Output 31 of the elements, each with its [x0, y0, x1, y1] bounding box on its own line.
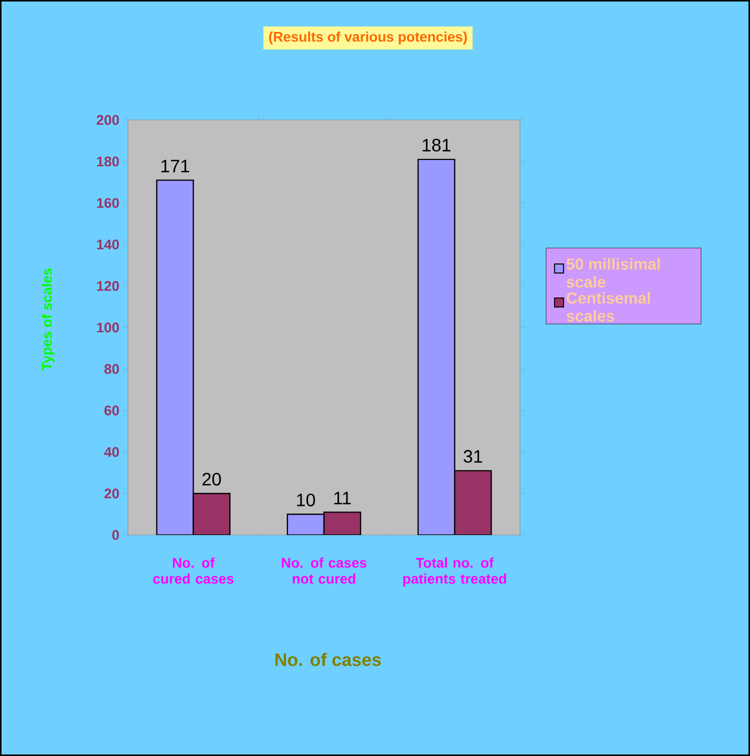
legend-label: Centisemal scales: [566, 292, 650, 322]
data-label: 181: [422, 138, 450, 152]
y-tick-label: 120: [97, 281, 119, 291]
y-tick-label: 100: [97, 322, 119, 332]
y-tick-label: 200: [96, 115, 119, 125]
bar: [417, 158, 456, 535]
y-tick-label: 80: [104, 364, 119, 374]
y-tick-label: 180: [97, 156, 119, 166]
data-label: 171: [161, 160, 190, 172]
y-tick-label: 60: [104, 406, 119, 416]
y-axis-title: Types of scales: [42, 268, 55, 370]
data-label: 31: [464, 450, 482, 463]
bar: [156, 180, 194, 535]
legend-label: 50 millisimal scale: [566, 258, 660, 288]
data-label: 20: [202, 472, 221, 486]
bar: [454, 470, 492, 535]
y-tick-label: 160: [97, 198, 119, 208]
y-tick-label: 140: [97, 240, 119, 250]
x-axis-title: No. of cases: [275, 652, 381, 666]
y-tick-label: 0: [112, 530, 119, 540]
y-tick-label: 40: [104, 447, 119, 457]
x-tick-label: No. of cured cases: [153, 558, 234, 584]
bar: [286, 514, 325, 535]
chart-title: (Results of various potencies): [269, 31, 467, 44]
y-tick-label: 20: [104, 488, 119, 498]
x-tick-label: No. of cases not cured: [282, 558, 366, 584]
data-label: 10: [297, 494, 315, 506]
data-label: 11: [334, 492, 351, 504]
x-tick-label: Total no. of patients treated: [403, 558, 506, 586]
bar: [192, 492, 231, 535]
bar: [323, 512, 362, 535]
